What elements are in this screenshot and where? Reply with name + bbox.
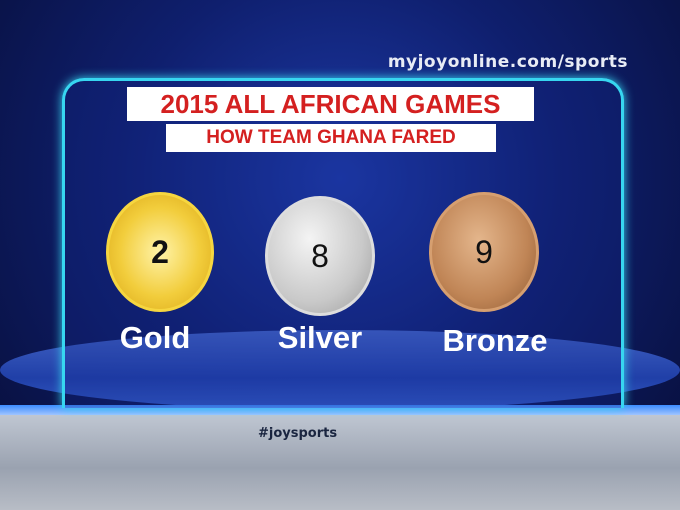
website-watermark: myjoyonline.com/sports [387,52,628,72]
subheadline: HOW TEAM GHANA FARED [166,124,496,152]
studio-platform [0,330,680,410]
bronze-medal-icon: 9 [429,192,539,312]
silver-label: Silver [277,320,363,355]
headline: 2015 ALL AFRICAN GAMES [127,87,534,121]
silver-medal-icon: 8 [265,196,375,316]
silver-count: 8 [311,237,329,274]
gold-count: 2 [151,233,169,270]
gold-medal-icon: 2 [106,192,214,312]
studio-floor [0,405,680,510]
bronze-count: 9 [475,233,493,270]
bronze-label: Bronze [442,323,548,358]
gold-label: Gold [119,320,191,355]
hashtag: #joysports [258,426,338,441]
